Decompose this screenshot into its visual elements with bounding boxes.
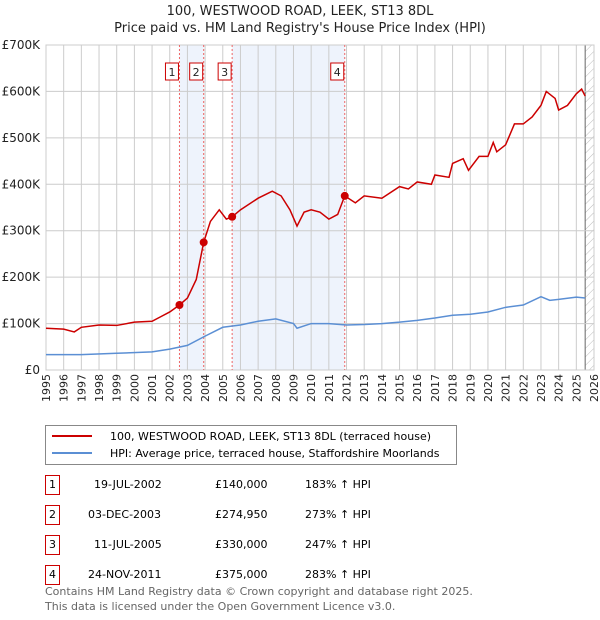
y-tick-label: £600K [2, 84, 42, 98]
x-tick-label: 2005 [217, 374, 230, 402]
sale-marker-label: 2 [193, 66, 200, 79]
sale-point [175, 301, 184, 309]
hpi-line [46, 295, 586, 356]
sale-point [340, 191, 349, 200]
legend-label-property: 100, WESTWOOD ROAD, LEEK, ST13 8DL (terr… [110, 429, 432, 443]
x-tick-label: 1998 [93, 374, 106, 402]
y-tick-label: £200K [2, 270, 42, 284]
sale-date: 24-NOV-2011 [88, 568, 162, 581]
sale-marker-box [164, 62, 179, 81]
chart-title: 100, WESTWOOD ROAD, LEEK, ST13 8DL [166, 4, 434, 19]
x-tick-label: 2010 [305, 374, 318, 402]
x-tick-label: 2007 [252, 374, 265, 402]
sale-date: 03-DEC-2003 [88, 508, 162, 521]
y-tick-label: £100K [2, 317, 42, 331]
x-tick-label: 2012 [341, 374, 354, 402]
x-tick-label: 2022 [517, 374, 530, 402]
x-tick-label: 1996 [58, 374, 71, 402]
sale-number: 4 [45, 565, 60, 585]
sale-hpi-change: 247% ↑ HPI [305, 538, 371, 551]
chart-subtitle: Price paid vs. HM Land Registry's House … [114, 21, 486, 36]
sale-row: 3 11-JUL-2005 £330,000 247% ↑ HPI [45, 535, 465, 555]
legend-swatch-property [52, 435, 92, 437]
x-tick-label: 2017 [429, 374, 442, 402]
sale-marker-box [189, 62, 204, 81]
x-tick-label: 2006 [234, 374, 247, 402]
y-tick-label: £0 [25, 363, 40, 377]
legend-swatch-hpi [52, 452, 92, 454]
plot-area: 1995 1996 1997 1998 1999 2000 2001 2002 2003 2004… [2, 38, 600, 402]
sale-number: 2 [45, 505, 60, 525]
sale-marker-label: 1 [168, 66, 175, 79]
x-tick-label: 2016 [411, 374, 424, 402]
property-price-line [45, 87, 586, 333]
x-tick-label: 2020 [482, 374, 495, 402]
sale-marker-box [217, 62, 232, 81]
sale-point [228, 212, 237, 221]
x-tick-label: 2026 [588, 374, 600, 402]
sale-date: 11-JUL-2005 [94, 538, 162, 551]
x-tick-label: 2004 [199, 374, 212, 402]
x-tick-label: 2019 [464, 374, 477, 402]
y-tick-label: £500K [2, 131, 42, 145]
y-tick-label: £400K [2, 177, 42, 191]
y-tick-label: £700K [2, 38, 42, 52]
x-tick-label: 1999 [111, 374, 124, 402]
sale-price: £375,000 [215, 568, 268, 581]
x-tick-label: 2001 [146, 374, 159, 402]
x-tick-label: 2023 [535, 374, 548, 402]
x-tick-label: 1995 [40, 374, 53, 402]
x-tick-label: 2002 [164, 374, 177, 402]
x-tick-label: 2024 [553, 374, 566, 402]
sale-row: 2 03-DEC-2003 £274,950 273% ↑ HPI [45, 505, 465, 525]
x-tick-label: 2009 [287, 374, 300, 402]
y-tick-label: £300K [2, 224, 42, 238]
x-tick-label: 2014 [376, 374, 389, 402]
footer-line-2: This data is licensed under the Open Gov… [45, 600, 396, 613]
sale-marker-label: 3 [221, 66, 228, 79]
sale-hpi-change: 273% ↑ HPI [305, 508, 371, 521]
x-tick-label: 2011 [323, 374, 336, 402]
sale-point [199, 238, 208, 247]
sale-price: £330,000 [215, 538, 268, 551]
x-tick-label: 2008 [270, 374, 283, 402]
sale-price: £274,950 [215, 508, 268, 521]
x-tick-label: 1997 [75, 374, 88, 402]
forecast-hatch [585, 45, 594, 370]
sale-number: 1 [45, 475, 60, 495]
sale-row: 1 19-JUL-2002 £140,000 183% ↑ HPI [45, 475, 465, 495]
x-tick-label: 2013 [358, 374, 371, 402]
sale-hpi-change: 183% ↑ HPI [305, 478, 371, 491]
x-tick-label: 2021 [500, 374, 513, 402]
x-tick-label: 2015 [394, 374, 407, 402]
highlight-band [179, 45, 204, 370]
x-tick-label: 2018 [447, 374, 460, 402]
sale-row: 4 24-NOV-2011 £375,000 283% ↑ HPI [45, 565, 465, 585]
sale-marker-label: 4 [334, 66, 341, 79]
sale-date: 19-JUL-2002 [94, 478, 162, 491]
x-tick-label: 2003 [181, 374, 194, 402]
x-tick-label: 2025 [570, 374, 583, 402]
footer-line-1: Contains HM Land Registry data © Crown c… [45, 585, 473, 598]
sale-marker-box [330, 62, 345, 81]
legend: 100, WESTWOOD ROAD, LEEK, ST13 8DL (terr… [45, 425, 457, 465]
legend-label-hpi: HPI: Average price, terraced house, Staf… [110, 446, 440, 460]
sale-number: 3 [45, 535, 60, 555]
sale-hpi-change: 283% ↑ HPI [305, 568, 371, 581]
x-tick-label: 2000 [128, 374, 141, 402]
sale-price: £140,000 [215, 478, 268, 491]
